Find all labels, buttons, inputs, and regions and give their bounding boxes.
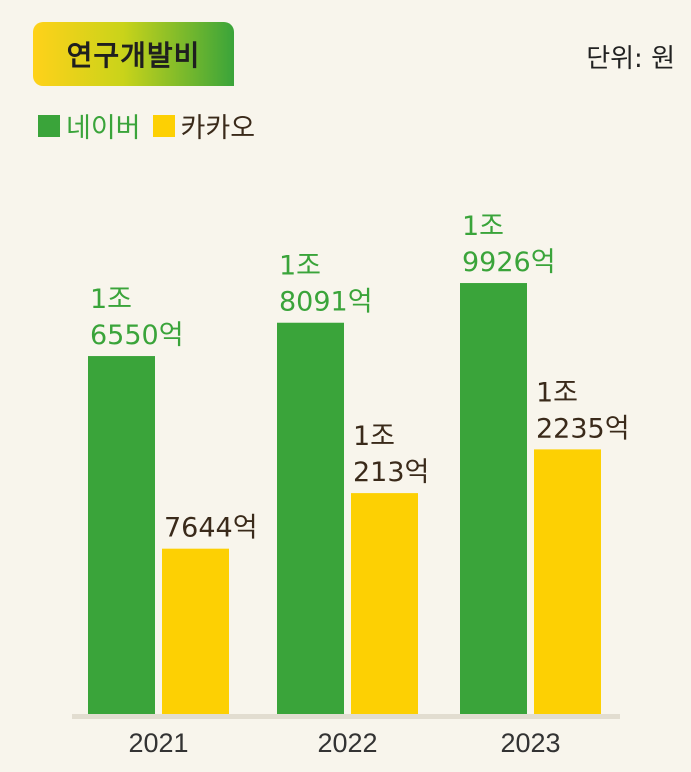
legend-swatch-naver: [38, 114, 60, 137]
legend-swatch-kakao: [152, 114, 175, 137]
bar-naver-2023: [460, 283, 527, 714]
data-label-naver-2023: 9926억: [462, 247, 556, 278]
chart-title: 연구개발비: [66, 39, 201, 72]
legend-label-kakao: 카카오: [180, 113, 256, 144]
data-label-naver-2021: 6550억: [90, 320, 184, 351]
data-label-kakao-2022: 1조: [353, 421, 395, 452]
legend-item-naver: 네이버: [38, 106, 141, 145]
bar-kakao-2022: [351, 493, 418, 714]
data-label-kakao-2021: 7644억: [164, 513, 258, 544]
axis-baseline: [72, 714, 620, 719]
legend-label-naver: 네이버: [66, 113, 141, 144]
legend: 네이버 카카오: [38, 106, 267, 145]
bar-kakao-2023: [534, 449, 601, 714]
x-tick-2023: 2023: [500, 728, 560, 758]
x-tick-2022: 2022: [317, 728, 377, 758]
data-label-kakao-2022: 213억: [353, 457, 429, 488]
unit-label: 단위: 원: [586, 44, 675, 74]
data-label-naver-2021: 1조: [90, 284, 132, 315]
chart-title-box: 연구개발비: [33, 22, 234, 86]
x-tick-2021: 2021: [128, 728, 188, 758]
bar-naver-2021: [88, 356, 155, 714]
legend-item-kakao: 카카오: [152, 106, 256, 145]
bar-kakao-2021: [162, 548, 229, 714]
data-label-kakao-2023: 1조: [536, 377, 578, 408]
data-label-kakao-2023: 2235억: [536, 413, 630, 444]
data-label-naver-2022: 8091억: [279, 287, 373, 318]
data-label-naver-2022: 1조: [279, 251, 321, 282]
bar-naver-2022: [277, 322, 344, 714]
data-label-naver-2023: 1조: [462, 211, 504, 242]
